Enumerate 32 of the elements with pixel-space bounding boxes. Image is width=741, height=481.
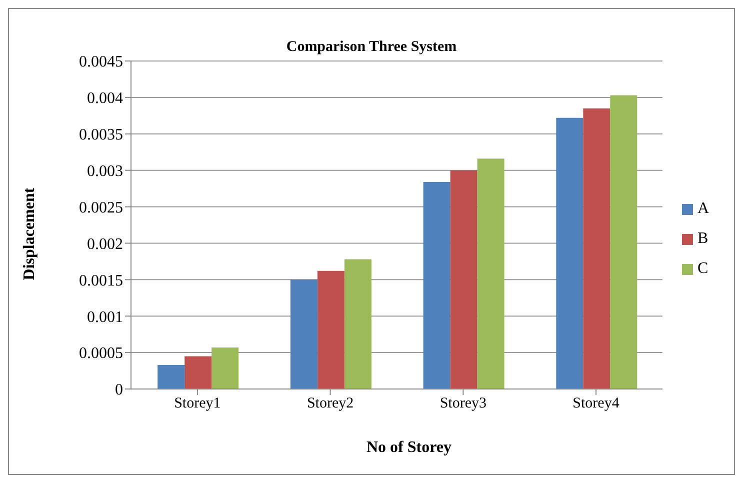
y-tick-label: 0.0005	[79, 345, 123, 362]
x-tick-label: Storey2	[306, 396, 354, 412]
y-tick-label: 0.001	[87, 308, 123, 326]
chart-title: Comparison Three System	[286, 39, 457, 55]
bar	[450, 170, 478, 389]
y-tick-label: 0.0035	[79, 126, 123, 144]
bar	[610, 95, 638, 389]
y-tick-label: 0	[115, 382, 123, 399]
x-tick-label: Storey4	[572, 396, 620, 412]
x-tick-label: Storey3	[440, 396, 486, 412]
bar	[583, 108, 610, 389]
y-axis-title: Displacement	[21, 188, 39, 280]
bar	[212, 347, 239, 389]
x-tick-label: Storey1	[174, 396, 221, 412]
y-tick-label: 0.0045	[79, 54, 123, 71]
bar	[423, 182, 450, 389]
bar	[184, 356, 212, 389]
y-tick-label: 0.0015	[79, 272, 123, 290]
bar	[290, 280, 318, 389]
legend-label: B	[697, 230, 708, 247]
y-tick-label: 0.003	[87, 163, 123, 180]
y-tick-label: 0.002	[87, 236, 123, 253]
y-tick-label: 0.0025	[79, 199, 123, 216]
bar	[344, 259, 372, 389]
bar	[317, 270, 344, 389]
y-tick-label: 0.004	[87, 90, 123, 108]
bar	[477, 158, 504, 389]
x-axis-title: No of Storey	[365, 439, 453, 457]
bar	[158, 364, 185, 389]
legend-label: A	[697, 200, 709, 217]
bar	[556, 118, 584, 389]
legend-label: C	[697, 260, 708, 277]
